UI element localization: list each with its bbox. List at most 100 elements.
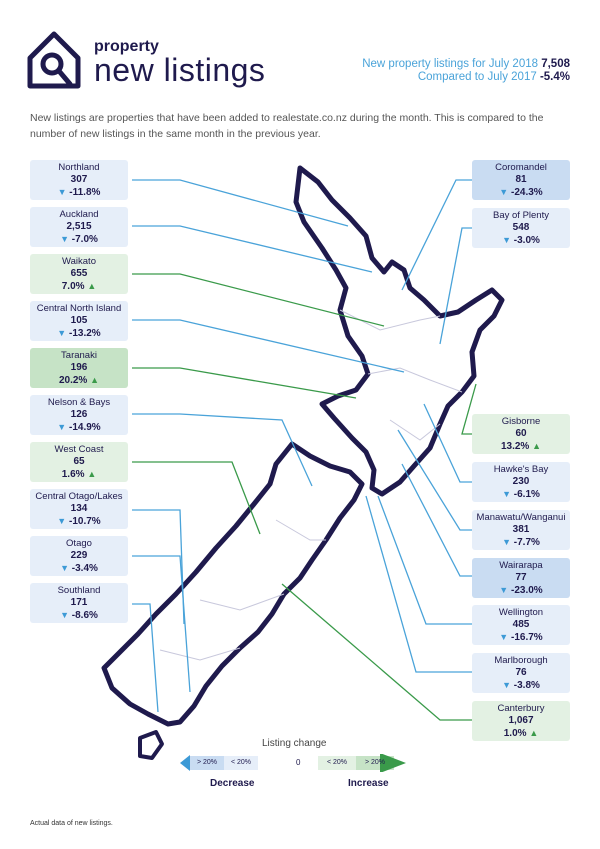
- region-box-hawkes-bay: Hawke's Bay 230 ▼ -6.1%: [472, 462, 570, 502]
- region-box-central-otago-lakes: Central Otago/Lakes 134 ▼ -10.7%: [30, 489, 128, 529]
- region-name: Nelson & Bays: [47, 397, 111, 408]
- region-box-nelson-bays: Nelson & Bays 126 ▼ -14.9%: [30, 395, 128, 435]
- legend-decrease-label: Decrease: [210, 778, 255, 789]
- region-value: 485: [512, 619, 530, 630]
- region-name: Bay of Plenty: [493, 210, 549, 221]
- triangle-down-icon: ▼: [502, 537, 511, 547]
- region-change: -3.8%: [513, 680, 540, 691]
- region-box-marlborough: Marlborough 76 ▼ -3.8%: [472, 653, 570, 693]
- triangle-down-icon: ▼: [499, 187, 509, 197]
- region-name: Gisborne: [501, 416, 541, 427]
- triangle-down-icon: ▼: [57, 516, 67, 526]
- region-box-wairarapa: Wairarapa 77 ▼ -23.0%: [472, 558, 570, 598]
- region-change: 7.0%: [61, 281, 85, 292]
- region-name: Hawke's Bay: [493, 464, 549, 475]
- region-box-manawatu-wanganui: Manawatu/Wanganui 381 ▼ -7.7%: [472, 510, 570, 550]
- triangle-down-icon: ▼: [502, 680, 511, 690]
- region-name: Central North Island: [36, 303, 122, 314]
- triangle-up-icon: ▲: [87, 281, 97, 291]
- region-box-southland: Southland 171 ▼ -8.6%: [30, 583, 128, 623]
- region-change: -11.8%: [69, 187, 101, 198]
- triangle-down-icon: ▼: [499, 585, 509, 595]
- region-name: Wellington: [498, 607, 544, 618]
- region-box-central-north-island: Central North Island 105 ▼ -13.2%: [30, 301, 128, 341]
- region-name: Auckland: [59, 209, 99, 220]
- region-change: 1.6%: [61, 469, 85, 480]
- region-change: -10.7%: [69, 516, 101, 527]
- region-value: 381: [512, 524, 530, 535]
- region-box-gisborne: Gisborne 60 13.2% ▲: [472, 414, 570, 454]
- legend-cell-decrease-strong: > 20%: [196, 759, 218, 766]
- region-change: -16.7%: [511, 632, 543, 643]
- region-box-canterbury: Canterbury 1,067 1.0% ▲: [472, 701, 570, 741]
- triangle-down-icon: ▼: [57, 187, 67, 197]
- region-name: Otago: [66, 538, 92, 549]
- region-value: 229: [70, 550, 88, 561]
- region-value: 171: [70, 597, 88, 608]
- region-value: 548: [512, 222, 530, 233]
- region-value: 230: [512, 476, 530, 487]
- legend-increase-label: Increase: [348, 778, 389, 789]
- region-change: -8.6%: [71, 610, 98, 621]
- region-change: -6.1%: [513, 489, 540, 500]
- region-box-bay-of-plenty: Bay of Plenty 548 ▼ -3.0%: [472, 208, 570, 248]
- footnote: Actual data of new listings.: [30, 820, 113, 827]
- legend-left-arrow-icon: [180, 755, 190, 771]
- stewart-island-shape: [138, 730, 164, 760]
- region-name: Taranaki: [61, 350, 97, 361]
- triangle-down-icon: ▼: [60, 234, 69, 244]
- region-name: West Coast: [54, 444, 104, 455]
- legend-cell-decrease-light: < 20%: [230, 759, 252, 766]
- summary-line1-label: New property listings for July 2018: [362, 58, 539, 70]
- summary-line2-label: Compared to July 2017: [417, 71, 537, 83]
- region-value: 1,067: [508, 715, 534, 726]
- summary: New property listings for July 2018 7,50…: [362, 58, 570, 84]
- region-box-otago: Otago 229 ▼ -3.4%: [30, 536, 128, 576]
- triangle-down-icon: ▼: [60, 610, 69, 620]
- legend-bar: [180, 754, 406, 772]
- region-box-coromandel: Coromandel 81 ▼ -24.3%: [472, 160, 570, 200]
- legend-cell-increase-light: < 20%: [326, 759, 348, 766]
- triangle-up-icon: ▲: [87, 469, 97, 479]
- region-name: Canterbury: [497, 703, 545, 714]
- region-value: 2,515: [66, 221, 92, 232]
- legend-right-arrow-icon: [380, 754, 406, 772]
- south-island-shape: [101, 441, 365, 727]
- region-value: 76: [515, 667, 527, 678]
- region-change: 1.0%: [503, 728, 527, 739]
- summary-line2-value: -5.4%: [539, 71, 570, 83]
- region-change: 20.2%: [58, 375, 88, 386]
- region-value: 134: [70, 503, 88, 514]
- region-value: 81: [515, 174, 527, 185]
- triangle-down-icon: ▼: [57, 422, 67, 432]
- region-value: 77: [515, 572, 527, 583]
- region-value: 655: [70, 268, 88, 279]
- region-box-northland: Northland 307 ▼ -11.8%: [30, 160, 128, 200]
- region-value: 65: [73, 456, 85, 467]
- triangle-down-icon: ▼: [57, 328, 67, 338]
- region-value: 307: [70, 174, 88, 185]
- region-change: 13.2%: [500, 441, 530, 452]
- region-name: Central Otago/Lakes: [35, 491, 123, 502]
- region-change: -14.9%: [69, 422, 101, 433]
- region-name: Southland: [57, 585, 101, 596]
- legend-cell-increase-strong: > 20%: [364, 759, 386, 766]
- triangle-down-icon: ▼: [60, 563, 69, 573]
- region-value: 126: [70, 409, 88, 420]
- region-name: Wairarapa: [499, 560, 543, 571]
- region-name: Marlborough: [494, 655, 548, 666]
- intro-text: New listings are properties that have be…: [30, 112, 544, 140]
- summary-line1-value: 7,508: [541, 58, 570, 70]
- region-box-wellington: Wellington 485 ▼ -16.7%: [472, 605, 570, 645]
- region-change: -3.4%: [71, 563, 98, 574]
- region-value: 196: [70, 362, 88, 373]
- triangle-down-icon: ▼: [499, 632, 509, 642]
- region-value: 105: [70, 315, 88, 326]
- region-name: Coromandel: [495, 162, 547, 173]
- region-name: Manawatu/Wanganui: [476, 512, 566, 523]
- triangle-up-icon: ▲: [90, 375, 100, 385]
- region-box-waikato: Waikato 655 7.0% ▲: [30, 254, 128, 294]
- brand-small: property: [94, 38, 159, 55]
- triangle-up-icon: ▲: [532, 441, 542, 451]
